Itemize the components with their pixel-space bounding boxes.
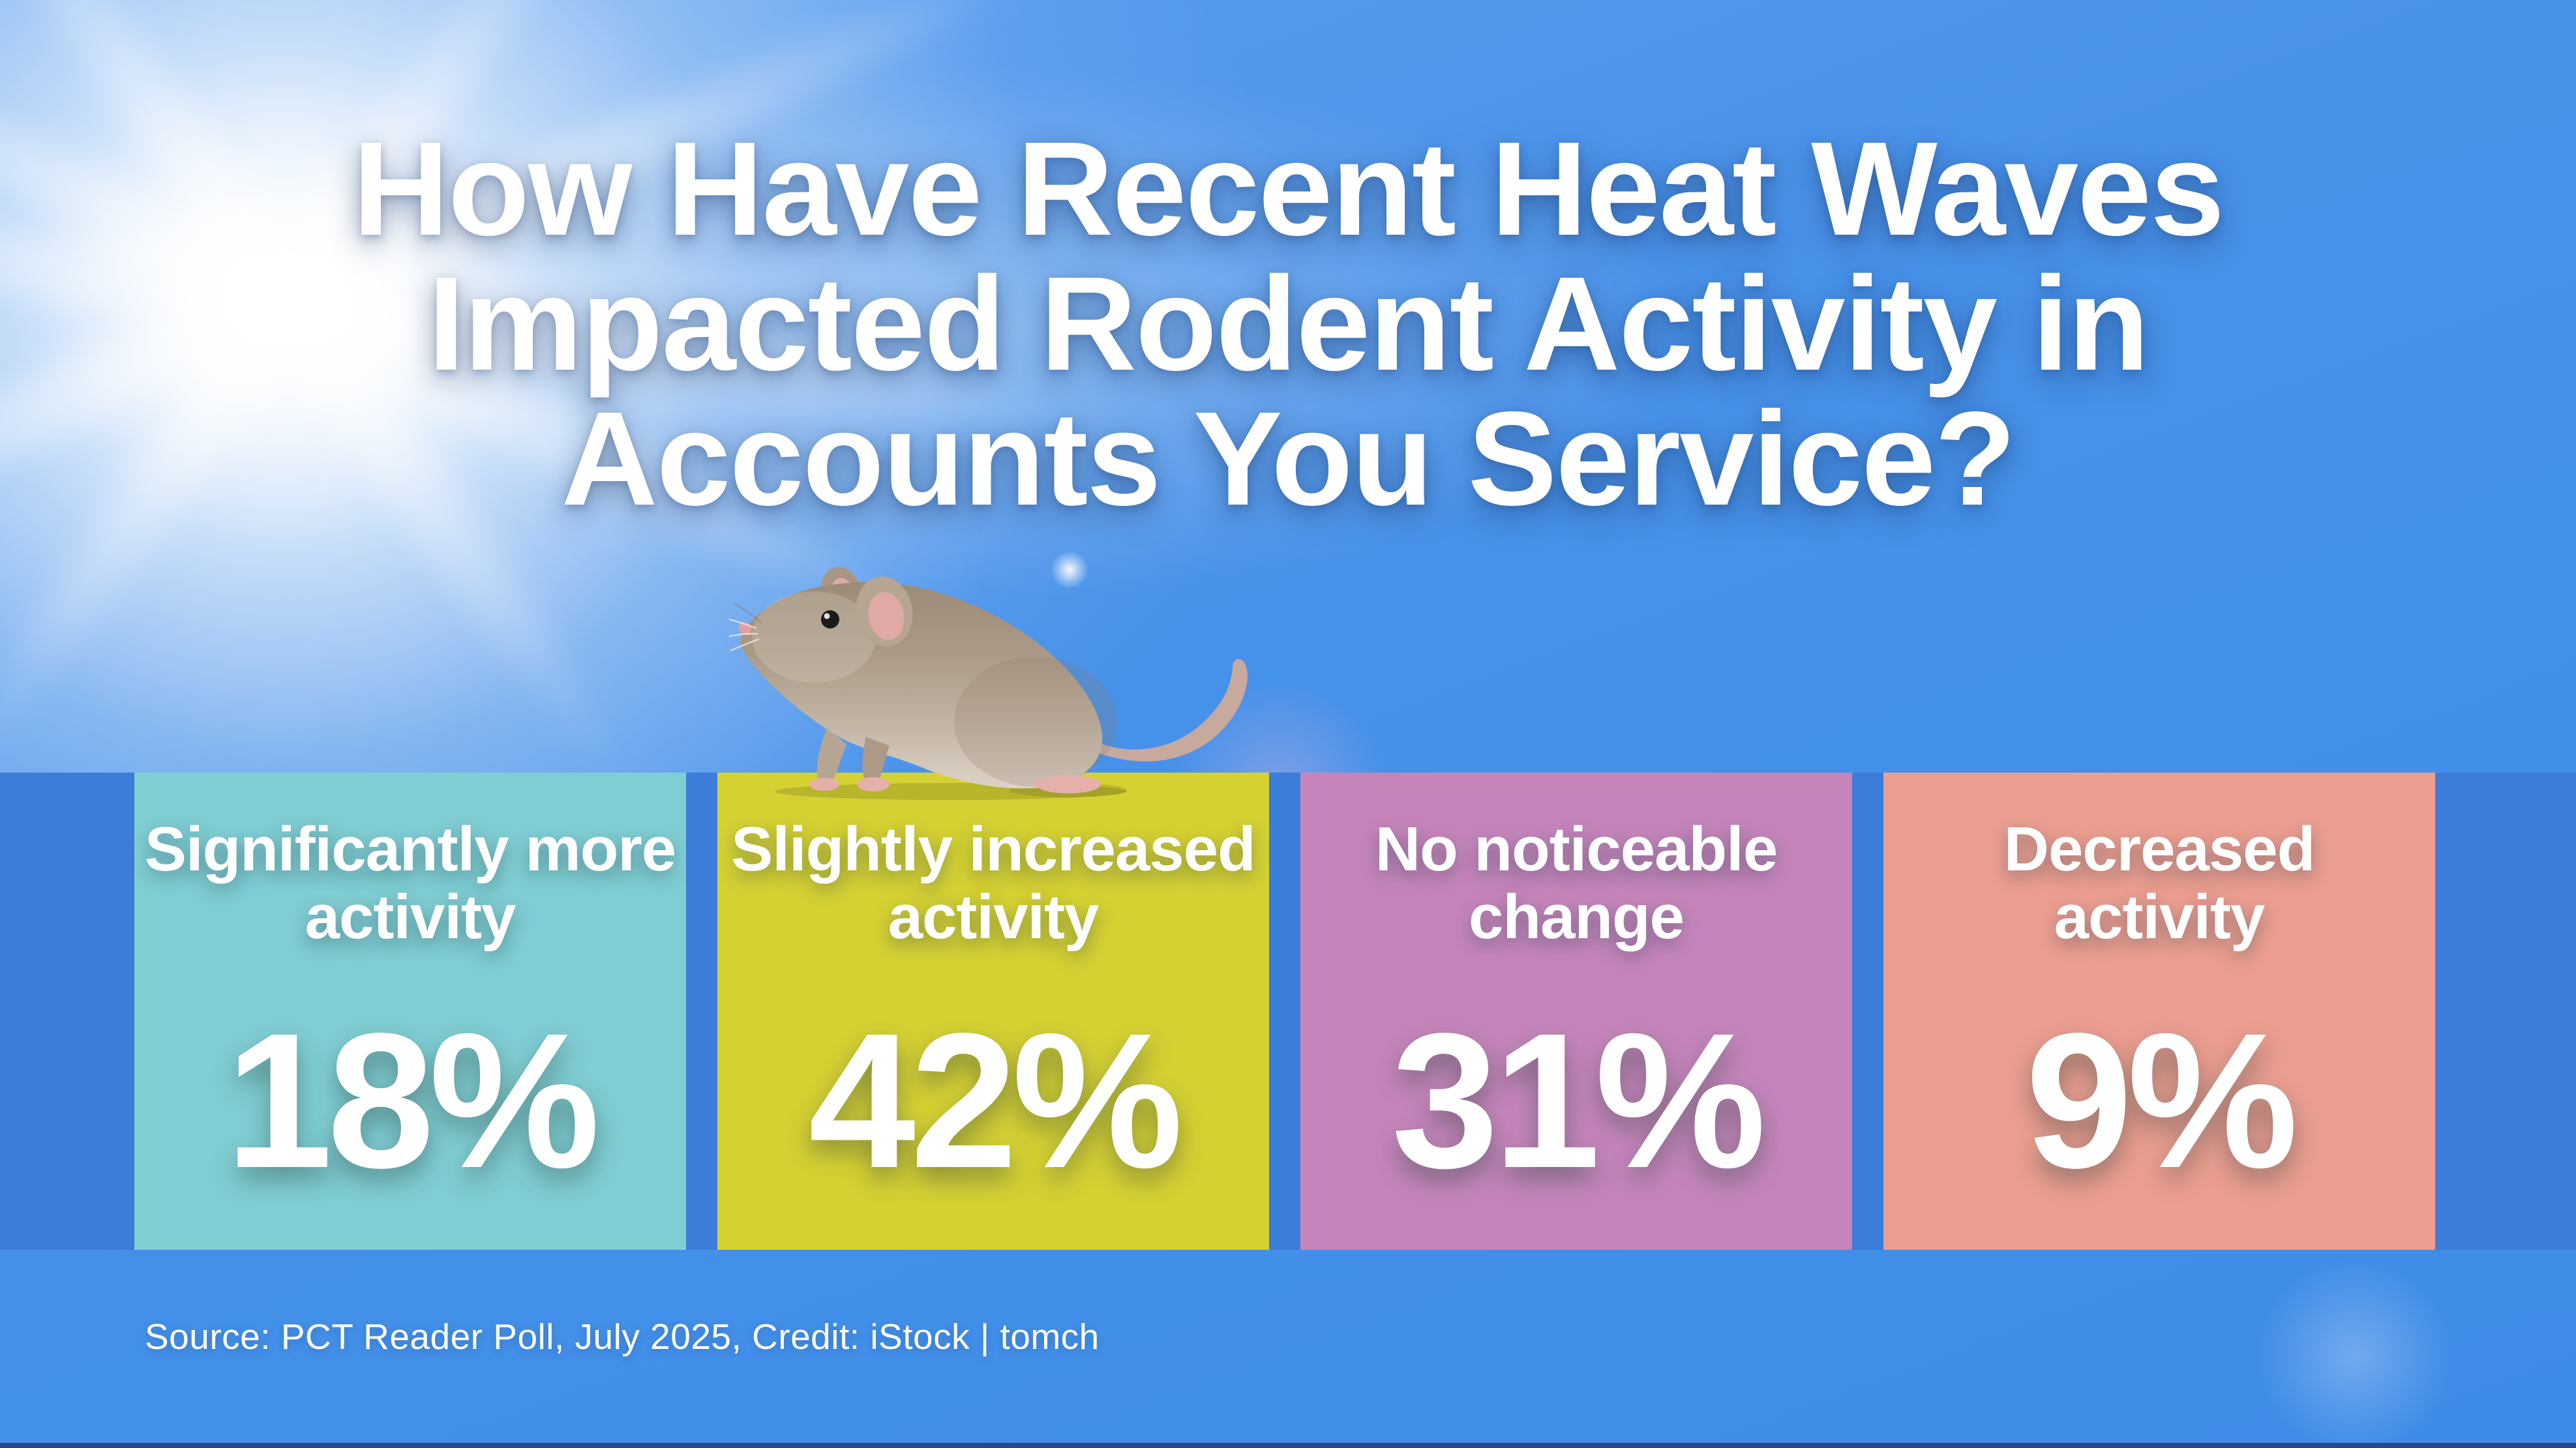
- results-row: Significantly more activity 18% Slightly…: [134, 773, 2435, 1250]
- page-title: How Have Recent Heat Waves Impacted Rode…: [0, 121, 2576, 526]
- bottom-edge-strip: [0, 1443, 2576, 1448]
- result-value-area: 42%: [717, 951, 1269, 1250]
- result-value: 18%: [225, 993, 600, 1208]
- rat-image: [729, 567, 1248, 800]
- result-label: Significantly more activity: [145, 816, 676, 951]
- result-label-line: activity: [888, 882, 1100, 952]
- result-card-significantly-more: Significantly more activity 18%: [134, 773, 686, 1250]
- result-label-line: Slightly increased: [731, 814, 1256, 884]
- result-card-no-change: No noticeable change 31%: [1300, 773, 1852, 1250]
- result-value: 9%: [2025, 993, 2298, 1208]
- title-line-1: How Have Recent Heat Waves: [352, 114, 2224, 263]
- result-value: 42%: [808, 993, 1183, 1208]
- title-line-2: Impacted Rodent Activity in: [428, 249, 2149, 398]
- result-label-line: activity: [2054, 882, 2266, 952]
- source-text: Source: PCT Reader Poll, July 2025, Cred…: [145, 1316, 1100, 1357]
- lens-flare-white-icon: [2256, 1258, 2452, 1448]
- result-label-line: change: [1468, 882, 1685, 952]
- result-value-area: 31%: [1300, 951, 1852, 1250]
- result-value: 31%: [1391, 993, 1766, 1208]
- result-label: Slightly increased activity: [731, 814, 1256, 952]
- result-label: Decreased activity: [2003, 814, 2316, 952]
- result-label: No noticeable change: [1375, 814, 1778, 952]
- result-value-area: 9%: [1883, 951, 2435, 1250]
- result-label-line: No noticeable: [1375, 814, 1778, 884]
- result-card-decreased: Decreased activity 9%: [1883, 773, 2435, 1250]
- result-card-slightly-increased: Slightly increased activity 42%: [717, 773, 1269, 1250]
- result-label-line: Decreased: [2003, 814, 2316, 884]
- title-line-3: Accounts You Service?: [561, 384, 2016, 533]
- result-label-line: activity: [305, 882, 517, 952]
- result-value-area: 18%: [134, 951, 686, 1250]
- result-label-line: Significantly more: [144, 814, 676, 884]
